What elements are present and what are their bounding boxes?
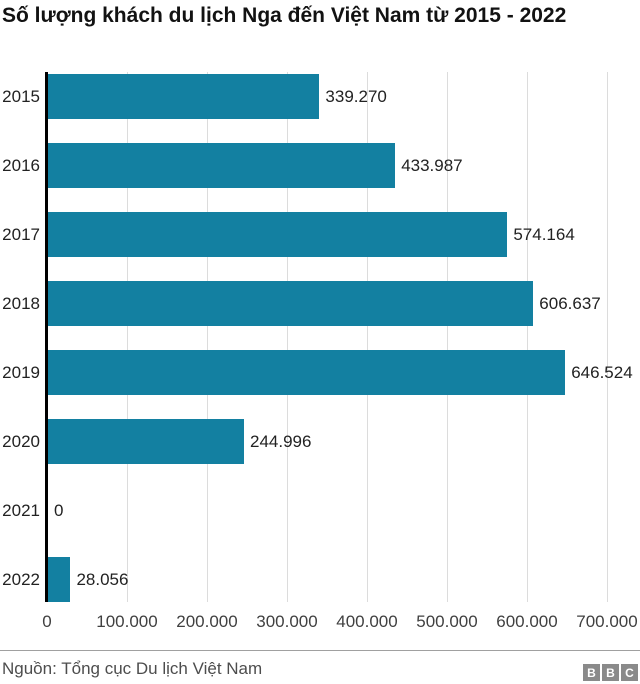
bar-2016 bbox=[48, 143, 396, 188]
gridline bbox=[127, 72, 128, 602]
bar-value-label: 433.987 bbox=[401, 156, 463, 175]
y-axis-label: 2018 bbox=[2, 294, 40, 313]
bbc-logo: B B C bbox=[583, 664, 638, 681]
bbc-logo-block: C bbox=[621, 664, 638, 681]
y-axis-label: 2020 bbox=[2, 432, 40, 451]
bbc-logo-block: B bbox=[602, 664, 619, 681]
bar-value-label: 574.164 bbox=[513, 225, 575, 244]
bar-2018 bbox=[48, 281, 534, 326]
bar-row-2015: 2015 339.270 bbox=[0, 74, 640, 119]
bar-value-label: 244.996 bbox=[249, 432, 312, 451]
bar-row-2018: 2018 606.637 bbox=[0, 281, 640, 326]
gridline bbox=[367, 72, 368, 602]
bbc-logo-block: B bbox=[583, 664, 600, 681]
x-axis-tick-label: 200.000 bbox=[176, 612, 238, 631]
bar-value-label: 28.056 bbox=[76, 570, 129, 589]
chart-title: Số lượng khách du lịch Nga đến Việt Nam … bbox=[2, 4, 567, 27]
bar-row-2021: 2021 0 bbox=[0, 488, 640, 533]
gridline bbox=[447, 72, 448, 602]
y-axis-label: 2021 bbox=[2, 501, 40, 520]
source-label: Nguồn: Tổng cục Du lịch Việt Nam bbox=[2, 659, 263, 678]
bar-2022 bbox=[48, 557, 71, 602]
y-axis-line bbox=[45, 72, 48, 602]
y-axis-label: 2016 bbox=[2, 156, 40, 175]
x-axis-tick-label: 500.000 bbox=[416, 612, 478, 631]
gridline bbox=[287, 72, 288, 602]
bar-row-2017: 2017 574.164 bbox=[0, 212, 640, 257]
bar-row-2020: 2020 244.996 bbox=[0, 419, 640, 464]
y-axis-label: 2017 bbox=[2, 225, 40, 244]
x-axis-tick-label: 600.000 bbox=[496, 612, 558, 631]
bar-2019 bbox=[48, 350, 566, 395]
bar-value-label: 606.637 bbox=[539, 294, 601, 313]
x-axis-tick-label: 0 bbox=[42, 612, 52, 631]
bar-2015 bbox=[48, 74, 320, 119]
bar-2017 bbox=[48, 212, 508, 257]
gridline bbox=[607, 72, 608, 602]
x-axis-tick-label: 100.000 bbox=[96, 612, 158, 631]
bar-row-2016: 2016 433.987 bbox=[0, 143, 640, 188]
bar-2020 bbox=[48, 419, 244, 464]
x-axis-tick-label: 300.000 bbox=[256, 612, 318, 631]
bar-value-label: 646.524 bbox=[571, 363, 633, 382]
gridline bbox=[527, 72, 528, 602]
bar-value-label: 339.270 bbox=[325, 87, 387, 106]
bar-row-2022: 2022 28.056 bbox=[0, 557, 640, 602]
bar-value-label: 0 bbox=[54, 501, 64, 520]
bar-row-2019: 2019 646.524 bbox=[0, 350, 640, 395]
x-axis-tick-label: 400.000 bbox=[336, 612, 398, 631]
y-axis-label: 2022 bbox=[2, 570, 40, 589]
footer-divider bbox=[0, 650, 640, 651]
y-axis-label: 2019 bbox=[2, 363, 40, 382]
x-axis-tick-label: 700.000 bbox=[576, 612, 638, 631]
y-axis-label: 2015 bbox=[2, 87, 40, 106]
gridline bbox=[207, 72, 208, 602]
